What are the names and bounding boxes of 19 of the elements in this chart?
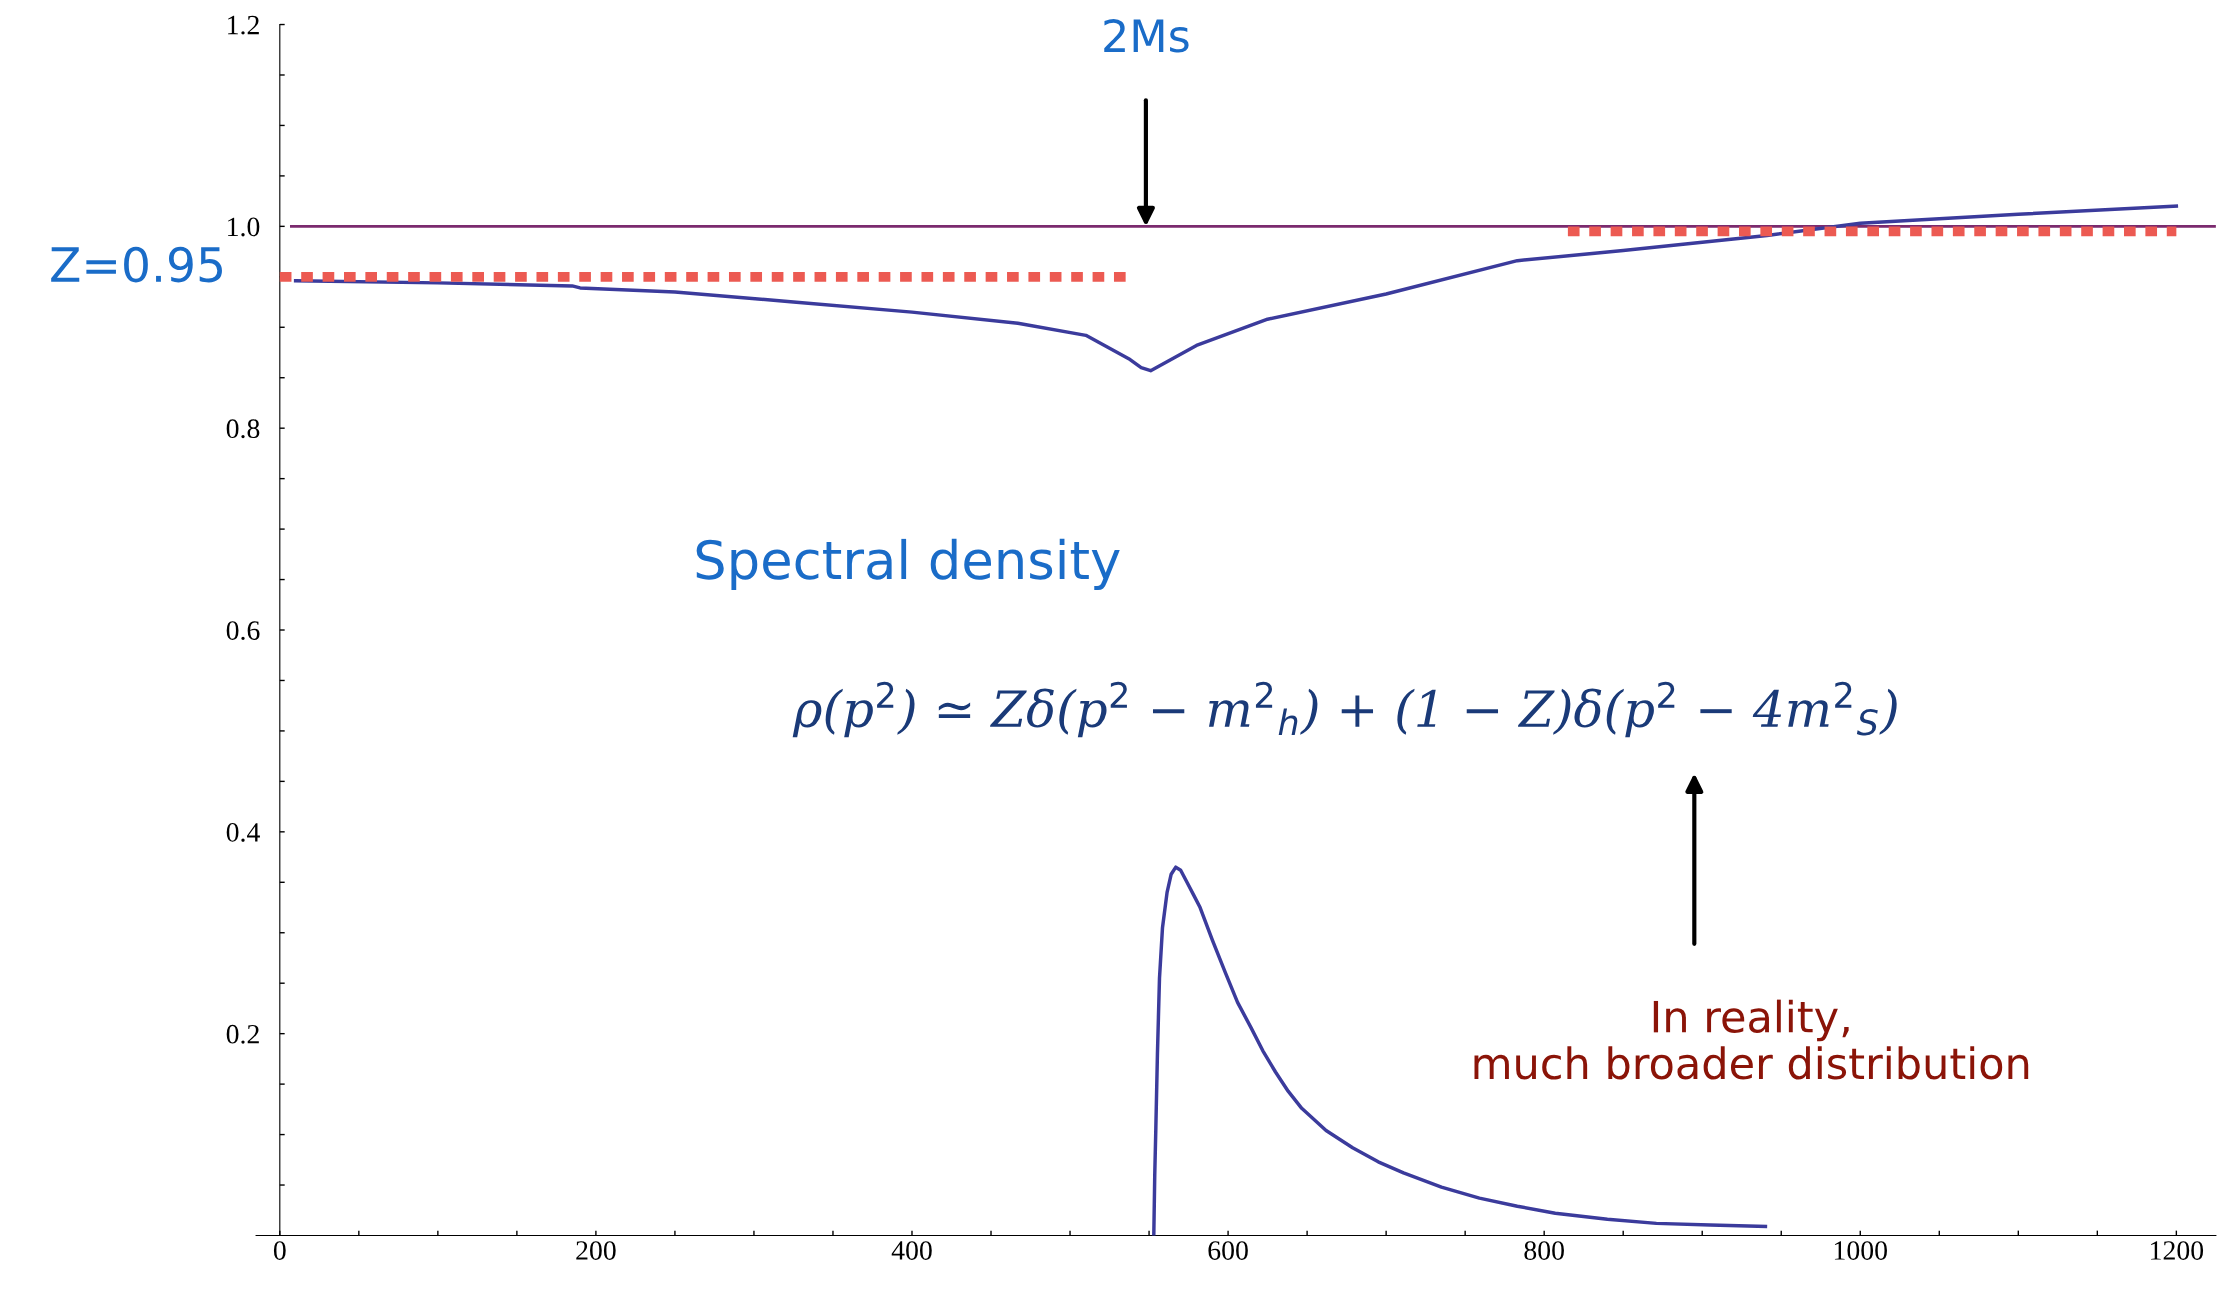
x-tick-label: 1200 bbox=[2151, 1241, 2204, 1260]
y-tick-label: 0.8 bbox=[226, 419, 260, 439]
y-tick-label: 1.2 bbox=[228, 15, 259, 35]
text: ρ(p$^{2}$) ≃ Zδ(p$^{2}$ − m$^{2}$$_{h}$) + (1 − Z)δ(p$^{2}$ − 4m$^{2}$$_{S}$) bbox=[792, 681, 1897, 738]
y-tick-label: 0.4 bbox=[226, 823, 260, 842]
x-tick-label: 200 bbox=[576, 1241, 616, 1260]
annotation: 2Ms bbox=[1104, 18, 1189, 53]
annotation: In reality, much broader distribution bbox=[1474, 999, 2029, 1080]
x-tick-label: 800 bbox=[1524, 1241, 1564, 1260]
y-tick-label: 0.6 bbox=[226, 621, 260, 641]
x-tick-label: 1000 bbox=[1834, 1241, 1887, 1260]
y-tick-label: 1.0 bbox=[228, 217, 260, 237]
annotation: Spectral density bbox=[696, 538, 1120, 590]
y-tick-label: 0.2 bbox=[226, 1024, 259, 1044]
x-tick-label: 400 bbox=[891, 1241, 932, 1260]
x-tick-label: 0 bbox=[273, 1241, 286, 1260]
x-tick-label: 600 bbox=[1208, 1241, 1248, 1260]
line-series bbox=[293, 204, 2179, 373]
text: Z=0.95 bbox=[51, 246, 222, 283]
